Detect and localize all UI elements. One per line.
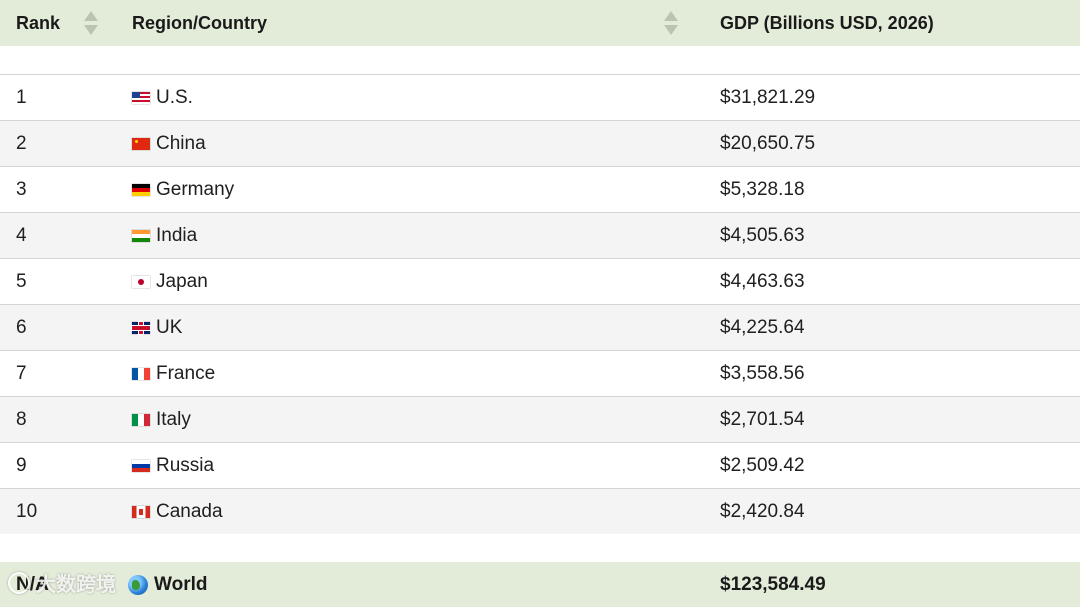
country-name: India [156, 224, 198, 246]
country-cell: Canada [132, 501, 720, 523]
rank-cell: 4 [16, 224, 27, 246]
rank-column-header[interactable]: Rank [0, 11, 132, 35]
canada-flag-icon [132, 505, 150, 518]
country-name: Canada [156, 500, 223, 522]
table-row: 3 Germany $5,328.18 [0, 167, 1080, 213]
country-name: France [156, 362, 216, 384]
total-gdp-cell: $123,584.49 [720, 573, 826, 595]
rank-cell: 8 [16, 408, 27, 430]
gdp-cell: $2,701.54 [720, 408, 805, 430]
rank-cell: 1 [16, 86, 27, 108]
rank-cell: 6 [16, 316, 27, 338]
gdp-cell: $3,558.56 [720, 362, 805, 384]
rank-cell: 2 [16, 132, 27, 154]
russia-flag-icon [132, 459, 150, 472]
country-cell: China [132, 133, 720, 155]
gdp-cell: $5,328.18 [720, 178, 805, 200]
gdp-cell: $31,821.29 [720, 86, 816, 108]
rank-header-label: Rank [16, 12, 61, 33]
country-column-header[interactable]: Region/Country [132, 11, 720, 35]
table-row: 7 France $3,558.56 [0, 351, 1080, 397]
country-cell: Italy [132, 409, 720, 431]
country-name: China [156, 132, 206, 154]
sort-arrows-icon[interactable] [84, 11, 99, 35]
gdp-column-header[interactable]: GDP (Billions USD, 2026) [720, 13, 1080, 34]
gdp-cell: $2,420.84 [720, 500, 805, 522]
rank-cell: 3 [16, 178, 27, 200]
gdp-cell: $4,505.63 [720, 224, 805, 246]
rank-cell: 5 [16, 270, 27, 292]
table-row: 5 Japan $4,463.63 [0, 259, 1080, 305]
gdp-cell: $2,509.42 [720, 454, 805, 476]
table-row: 1 U.S. $31,821.29 [0, 75, 1080, 121]
country-name: Germany [156, 178, 235, 200]
france-flag-icon [132, 367, 150, 380]
table-row: 6 UK $4,225.64 [0, 305, 1080, 351]
gdp-cell: $4,463.63 [720, 270, 805, 292]
rank-cell: 9 [16, 454, 27, 476]
country-name: Russia [156, 454, 215, 476]
spacer-row [0, 534, 1080, 562]
table-body: 1 U.S. $31,821.29 2 China $20,650.75 3 G… [0, 75, 1080, 534]
table-header: Rank Region/Country GDP (Billions USD, 2… [0, 0, 1080, 46]
japan-flag-icon [132, 275, 150, 288]
total-rank-cell: N/A [16, 573, 49, 595]
us-flag-icon [132, 91, 150, 104]
country-name: UK [156, 316, 183, 338]
country-header-label: Region/Country [132, 12, 267, 33]
country-cell: Germany [132, 179, 720, 201]
country-name: Japan [156, 270, 208, 292]
country-name: Italy [156, 408, 191, 430]
rank-cell: 7 [16, 362, 27, 384]
gdp-header-label: GDP (Billions USD, 2026) [720, 12, 934, 33]
gdp-cell: $4,225.64 [720, 316, 805, 338]
country-cell: Japan [132, 271, 720, 293]
uk-flag-icon [132, 321, 150, 334]
total-row: N/A World $123,584.49 [0, 562, 1080, 607]
country-cell: France [132, 363, 720, 385]
rank-cell: 10 [16, 500, 38, 522]
spacer-row [0, 46, 1080, 75]
country-cell: Russia [132, 455, 720, 477]
table-row: 2 China $20,650.75 [0, 121, 1080, 167]
italy-flag-icon [132, 413, 150, 426]
country-name: U.S. [156, 86, 193, 108]
country-cell: U.S. [132, 87, 720, 109]
table-row: 4 India $4,505.63 [0, 213, 1080, 259]
china-flag-icon [132, 137, 150, 150]
gdp-cell: $20,650.75 [720, 132, 816, 154]
country-cell: UK [132, 317, 720, 339]
sort-arrows-icon[interactable] [664, 11, 678, 35]
globe-icon [128, 574, 148, 595]
table-row: 10 Canada $2,420.84 [0, 489, 1080, 534]
total-country-cell: World [128, 573, 720, 596]
country-cell: India [132, 225, 720, 247]
table-row: 9 Russia $2,509.42 [0, 443, 1080, 489]
germany-flag-icon [132, 183, 150, 196]
india-flag-icon [132, 229, 150, 242]
total-country-name: World [154, 573, 208, 595]
table-row: 8 Italy $2,701.54 [0, 397, 1080, 443]
